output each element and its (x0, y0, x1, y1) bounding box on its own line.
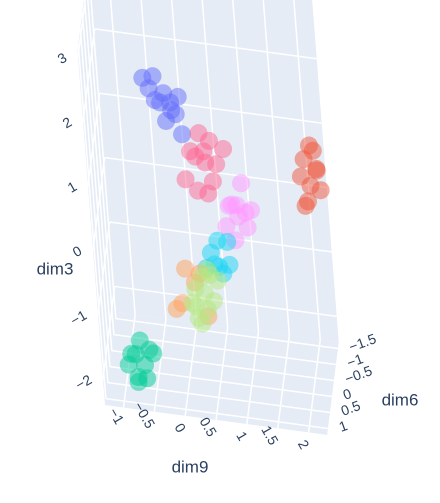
point (194, 142, 213, 161)
grid-line (277, 335, 291, 429)
y-tick-label: 1 (337, 417, 350, 435)
x-tick-label: 0 (172, 420, 190, 435)
x-axis-title: dim9 (172, 457, 209, 476)
grid-line (115, 317, 339, 350)
grid-line (94, 28, 317, 60)
grid-line (82, 28, 96, 122)
grid-line (153, 318, 167, 412)
points (119, 67, 330, 391)
grid-line (140, 0, 167, 319)
point (193, 314, 212, 333)
grid-line (92, 157, 106, 251)
point (231, 174, 250, 193)
z-axis-title: dim3 (37, 259, 74, 278)
grid-line (215, 327, 229, 421)
grid-line (307, 339, 321, 433)
y-axis-title: dim6 (382, 390, 419, 409)
point (144, 344, 163, 363)
z-tick-label: −1 (68, 307, 90, 329)
point (203, 172, 222, 191)
grid-line (105, 397, 329, 430)
y-tick-label: −1.5 (347, 330, 379, 355)
grid-line (97, 221, 111, 315)
grid-line (77, 44, 107, 399)
y-tick-label: 0.5 (339, 397, 363, 419)
point (133, 68, 152, 87)
point (307, 161, 326, 180)
grid-line (246, 331, 260, 425)
grid-line (262, 0, 291, 336)
point (187, 297, 206, 316)
point (119, 355, 138, 374)
z-tick-label: 1 (65, 178, 80, 196)
grid-line (113, 333, 337, 366)
point (168, 87, 187, 106)
grid-line (77, 0, 86, 58)
point (229, 207, 248, 226)
x-tick-label: −1 (106, 405, 128, 427)
z-tick-label: 0 (70, 242, 85, 260)
point (299, 136, 318, 155)
point (157, 111, 176, 130)
grid-line (99, 92, 322, 124)
grid-line (109, 0, 136, 315)
grid-line (90, 0, 117, 319)
grid-line (83, 0, 113, 351)
point (198, 260, 217, 279)
point (214, 140, 233, 159)
point (176, 259, 195, 278)
point (130, 331, 149, 350)
point (173, 125, 192, 144)
point (195, 284, 214, 303)
grid-line (114, 285, 337, 318)
grid-line (184, 322, 198, 416)
grid-line (232, 0, 260, 332)
point (176, 170, 195, 189)
grid-line (79, 28, 109, 383)
point (311, 181, 330, 200)
x-tick-label: 2 (295, 437, 313, 452)
point (207, 155, 226, 174)
point (189, 124, 208, 143)
z-tick-label: 3 (55, 49, 70, 67)
point (296, 196, 315, 215)
grid-line (81, 12, 111, 367)
point (145, 91, 164, 110)
point (167, 299, 186, 318)
x-tick-label: 1 (233, 429, 251, 444)
grid-line (102, 286, 116, 380)
y-tick-label: −1 (345, 350, 366, 371)
point (218, 232, 237, 251)
z-tick-label: −2 (73, 371, 95, 393)
point (129, 372, 148, 391)
z-tick-label: 2 (60, 113, 75, 131)
grid-line (87, 93, 101, 187)
grid-line (87, 0, 115, 335)
point (291, 167, 310, 186)
